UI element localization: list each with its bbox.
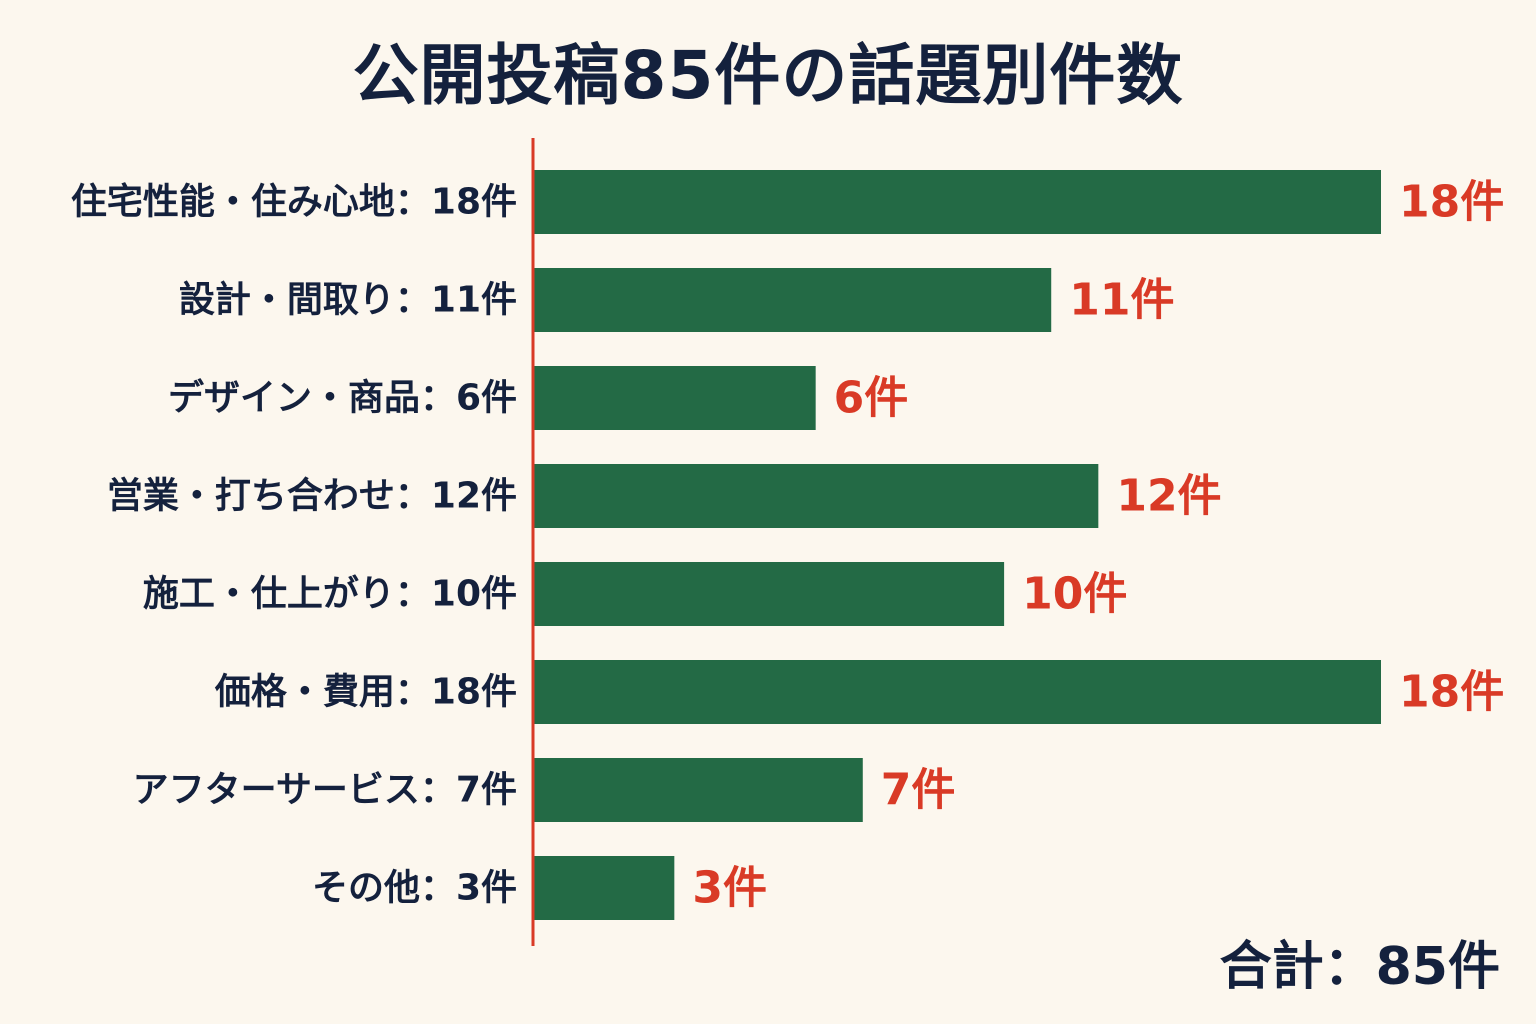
value-label: 18件 [1399,667,1504,718]
bars [533,170,1381,920]
category-label: その他：3件 [312,868,517,909]
value-label: 10件 [1022,569,1127,620]
value-label: 7件 [881,765,956,816]
chart-title: 公開投稿85件の話題別件数 [352,37,1184,114]
bar [533,660,1381,724]
category-label: 設計・間取り：11件 [179,280,517,321]
category-label: 施工・仕上がり：10件 [143,574,517,615]
category-label: 営業・打ち合わせ：12件 [107,476,517,517]
bar [533,464,1099,528]
value-label: 18件 [1399,177,1504,228]
value-label: 3件 [692,863,767,914]
category-label: アフターサービス：7件 [133,770,517,811]
value-labels: 18件 11件 6件 12件 10件 18件 7件 3件 [692,177,1504,914]
value-label: 6件 [834,373,909,424]
category-label: 価格・費用：18件 [214,672,517,713]
bar [533,366,816,430]
bar [533,170,1381,234]
bar [533,758,863,822]
category-labels: 住宅性能・住み心地：18件設計・間取り：11件デザイン・商品：6件営業・打ち合わ… [71,181,517,909]
bar [533,268,1052,332]
category-label: デザイン・商品：6件 [168,377,517,419]
value-label: 11件 [1069,275,1174,326]
total-label: 合計：85件 [1219,937,1500,997]
category-label: 住宅性能・住み心地：18件 [71,181,517,223]
bar [533,562,1005,626]
value-label: 12件 [1116,471,1221,522]
bar [533,856,675,920]
